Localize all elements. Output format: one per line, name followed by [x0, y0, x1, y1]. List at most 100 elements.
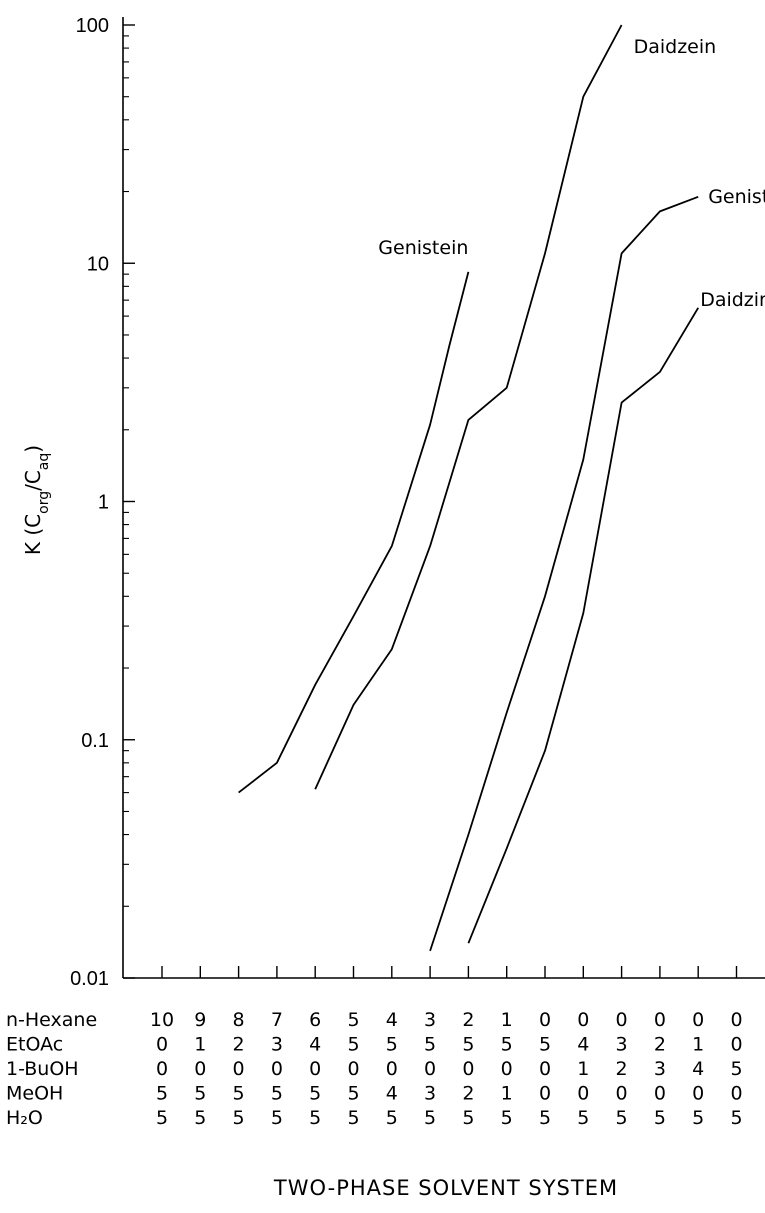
solvent-ratio-cell: 5: [271, 1083, 283, 1105]
solvent-ratio-cell: 5: [156, 1083, 168, 1105]
solvent-ratio-cell: 0: [692, 1009, 704, 1031]
solvent-ratio-cell: 1: [501, 1083, 513, 1105]
solvent-ratio-cell: 1: [692, 1034, 704, 1056]
solvent-ratio-cell: 5: [730, 1107, 742, 1129]
y-axis-title: K (Corg/Caq): [21, 445, 52, 555]
solvent-ratio-cell: 5: [654, 1107, 666, 1129]
x-axis-title: TWO-PHASE SOLVENT SYSTEM: [273, 1176, 618, 1200]
solvent-ratio-cell: 5: [501, 1107, 513, 1129]
solvent-ratio-cell: 0: [424, 1058, 436, 1080]
solvent-ratio-cell: 0: [347, 1058, 359, 1080]
solvent-ratio-cell: 5: [386, 1107, 398, 1129]
solvent-ratio-cell: 0: [654, 1009, 666, 1031]
solvent-ratio-cell: 4: [692, 1058, 704, 1080]
series-line-daidzin: [467, 307, 699, 944]
solvent-ratio-cell: 0: [156, 1058, 168, 1080]
y-tick-label: 1: [98, 492, 109, 514]
solvent-ratio-cell: 2: [616, 1058, 628, 1080]
solvent-ratio-cell: 5: [347, 1009, 359, 1031]
series-label-daidzein: Daidzein: [634, 36, 717, 58]
solvent-ratio-cell: 5: [424, 1107, 436, 1129]
solvent-ratio-cell: 5: [347, 1034, 359, 1056]
solvent-ratio-cell: 4: [386, 1009, 398, 1031]
solvent-ratio-cell: 5: [347, 1083, 359, 1105]
series-label-daidzin: Daidzin: [700, 289, 765, 311]
solvent-ratio-cell: 5: [347, 1107, 359, 1129]
solvent-ratio-cell: 4: [577, 1034, 589, 1056]
solvent-ratio-cell: 0: [501, 1058, 513, 1080]
solvent-ratio-cell: 0: [386, 1058, 398, 1080]
solvent-ratio-cell: 5: [309, 1083, 321, 1105]
solvent-ratio-cell: 5: [156, 1107, 168, 1129]
solvent-ratio-cell: 5: [233, 1107, 245, 1129]
y-tick-label: 100: [76, 15, 109, 37]
solvent-name: n-Hexane: [6, 1009, 97, 1031]
solvent-ratio-cell: 0: [616, 1083, 628, 1105]
solvent-ratio-cell: 4: [386, 1083, 398, 1105]
series-label-genistin: Genistin: [708, 186, 765, 208]
solvent-ratio-cell: 4: [309, 1034, 321, 1056]
y-tick-label: 0.01: [70, 968, 109, 990]
solvent-ratio-cell: 0: [577, 1009, 589, 1031]
solvent-ratio-cell: 2: [462, 1083, 474, 1105]
solvent-ratio-cell: 0: [730, 1009, 742, 1031]
solvent-ratio-cell: 0: [233, 1058, 245, 1080]
solvent-ratio-cell: 8: [233, 1009, 245, 1031]
solvent-ratio-cell: 3: [271, 1034, 283, 1056]
solvent-ratio-cell: 0: [271, 1058, 283, 1080]
solvent-ratio-cell: 0: [539, 1058, 551, 1080]
solvent-ratio-cell: 5: [577, 1107, 589, 1129]
solvent-ratio-cell: 5: [539, 1034, 551, 1056]
solvent-ratio-cell: 10: [150, 1009, 174, 1031]
solvent-ratio-cell: 2: [654, 1034, 666, 1056]
solvent-ratio-cell: 0: [194, 1058, 206, 1080]
solvent-ratio-cell: 5: [501, 1034, 513, 1056]
solvent-ratio-cell: 5: [194, 1107, 206, 1129]
solvent-ratio-cell: 6: [309, 1009, 321, 1031]
solvent-ratio-cell: 0: [462, 1058, 474, 1080]
solvent-ratio-cell: 5: [233, 1083, 245, 1105]
solvent-name: MeOH: [6, 1083, 63, 1105]
y-tick-label: 0.1: [81, 730, 109, 752]
series-line-genistin: [429, 195, 699, 952]
axes: [122, 17, 765, 979]
series-label-genistein: Genistein: [378, 237, 468, 259]
solvent-name: EtOAc: [6, 1034, 63, 1056]
series-line-genistein: [238, 271, 470, 794]
solvent-ratio-cell: 0: [692, 1083, 704, 1105]
series-line-daidzein: [314, 24, 623, 790]
solvent-ratio-cell: 5: [271, 1107, 283, 1129]
solvent-ratio-cell: 2: [233, 1034, 245, 1056]
solvent-ratio-cell: 0: [654, 1083, 666, 1105]
solvent-ratio-cell: 0: [730, 1034, 742, 1056]
solvent-ratio-cell: 7: [271, 1009, 283, 1031]
solvent-ratio-cell: 5: [539, 1107, 551, 1129]
solvent-ratio-cell: 5: [424, 1034, 436, 1056]
solvent-ratio-cell: 5: [386, 1034, 398, 1056]
solvent-ratio-cell: 5: [309, 1107, 321, 1129]
solvent-ratio-cell: 5: [616, 1107, 628, 1129]
y-tick-label: 10: [87, 253, 109, 275]
solvent-ratio-cell: 0: [539, 1009, 551, 1031]
solvent-ratio-cell: 1: [194, 1034, 206, 1056]
solvent-name: 1-BuOH: [6, 1058, 79, 1080]
solvent-ratio-cell: 3: [654, 1058, 666, 1080]
solvent-ratio-cell: 5: [194, 1083, 206, 1105]
solvent-ratio-cell: 3: [616, 1034, 628, 1056]
solvent-ratio-cell: 9: [194, 1009, 206, 1031]
solvent-ratio-cell: 0: [616, 1009, 628, 1031]
solvent-ratio-cell: 2: [462, 1009, 474, 1031]
solvent-ratio-cell: 3: [424, 1009, 436, 1031]
solvent-ratio-cell: 0: [539, 1083, 551, 1105]
solvent-ratio-cell: 0: [309, 1058, 321, 1080]
solvent-name: H₂O: [6, 1107, 43, 1129]
solvent-ratio-cell: 5: [692, 1107, 704, 1129]
solvent-ratio-cell: 0: [577, 1083, 589, 1105]
x-axis-ticks: [161, 966, 738, 978]
solvent-ratio-cell: 5: [462, 1107, 474, 1129]
y-axis-ticks: 0.01 0.1 1 10 100: [70, 15, 135, 990]
series-lines: Genistein Daidzein Genistin Daidzin: [238, 24, 765, 952]
solvent-ratio-cell: 1: [577, 1058, 589, 1080]
